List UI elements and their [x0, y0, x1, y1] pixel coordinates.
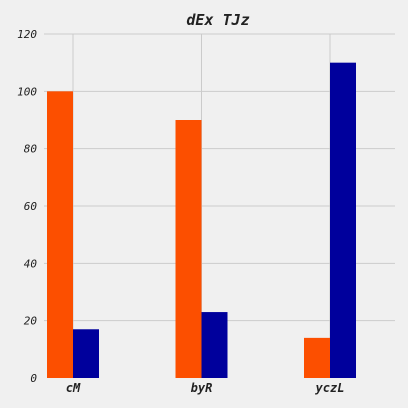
y-axis-ticks: 0 20 40 60 80 100 120 — [17, 28, 37, 385]
chart-title: dEx TJz — [186, 11, 249, 29]
y-tick-label-6: 120 — [17, 28, 37, 41]
y-tick-label-4: 80 — [24, 143, 38, 156]
bar-series1-yczL — [330, 62, 356, 379]
bar-series0-yczL — [304, 337, 330, 378]
y-tick-label-5: 100 — [17, 85, 37, 98]
y-tick-label-0: 0 — [30, 372, 37, 385]
x-tick-label-1: byR — [191, 381, 213, 395]
bars — [47, 62, 356, 379]
y-tick-label-1: 20 — [24, 315, 38, 328]
y-tick-label-3: 60 — [24, 200, 38, 213]
bar-series0-byR — [175, 120, 202, 378]
x-tick-label-2: yczL — [315, 381, 345, 395]
bar-series1-cM — [73, 329, 99, 378]
x-tick-label-0: cM — [66, 381, 81, 395]
bar-series0-cM — [47, 91, 73, 378]
y-tick-label-2: 40 — [24, 257, 38, 270]
bar-series1-byR — [201, 312, 228, 378]
x-axis-ticks: cM byR yczL — [66, 381, 345, 395]
